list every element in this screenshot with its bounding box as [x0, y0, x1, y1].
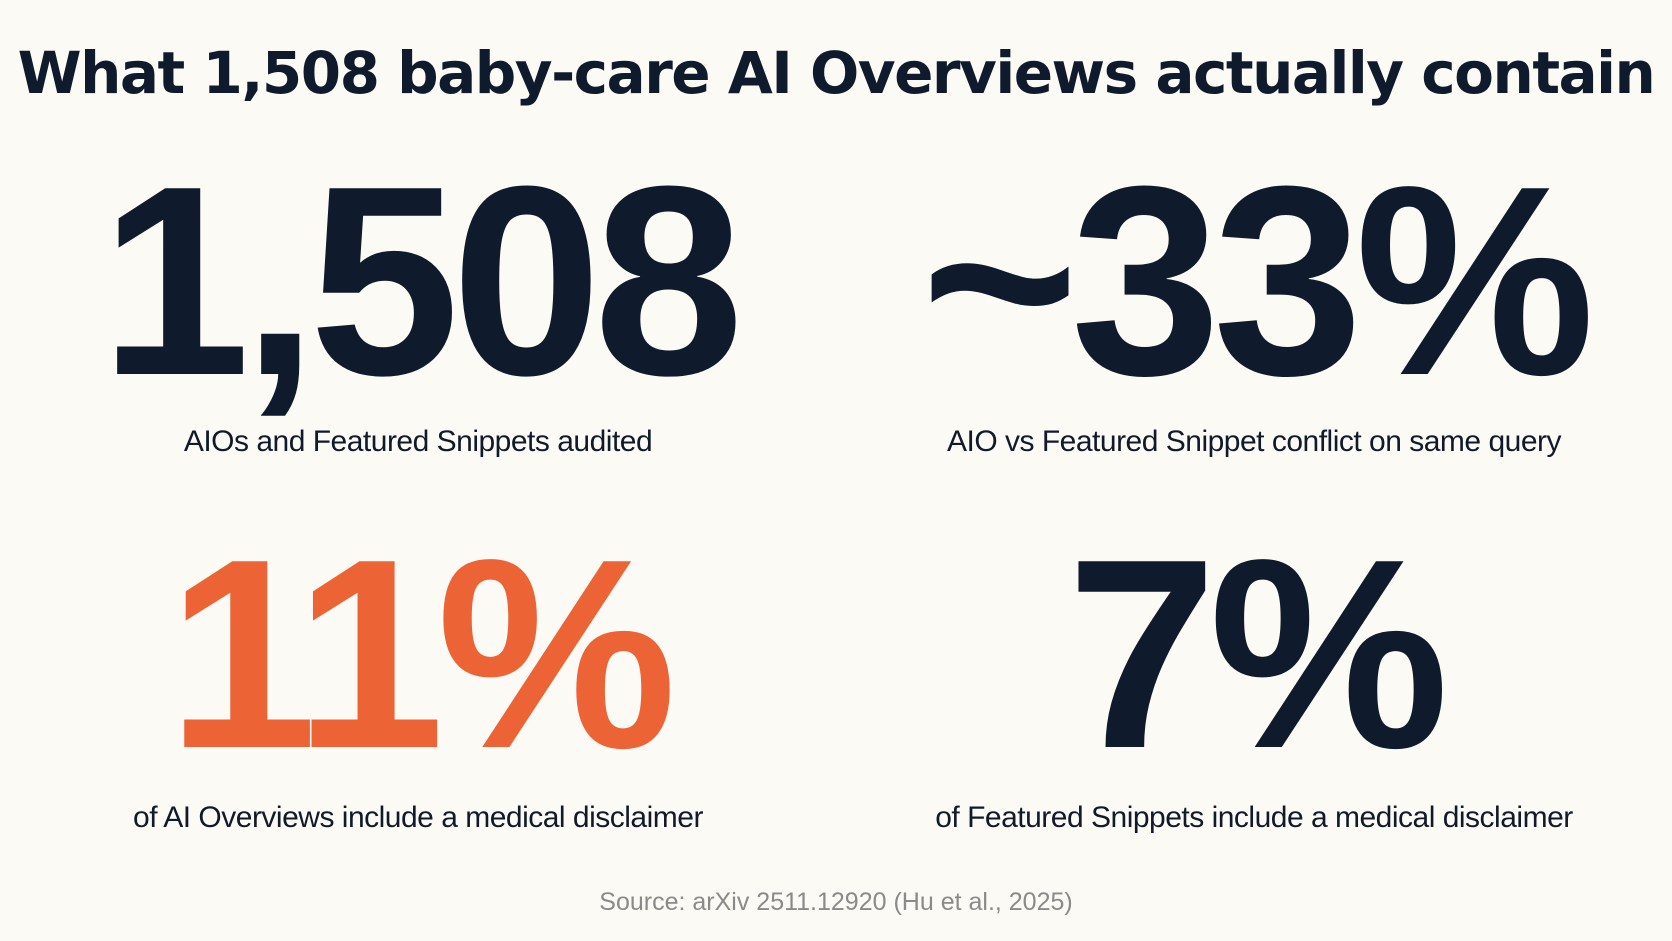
stat-aio-disclaimer: 11% of AI Overviews include a medical di…: [0, 504, 836, 838]
stat-snippet-disclaimer-caption: of Featured Snippets include a medical d…: [935, 801, 1573, 834]
stat-snippet-disclaimer: 7% of Featured Snippets include a medica…: [836, 504, 1672, 838]
stat-conflict-caption: AIO vs Featured Snippet conflict on same…: [947, 425, 1562, 458]
stat-audited: 1,508 AIOs and Featured Snippets audited: [0, 131, 836, 462]
stat-audited-caption: AIOs and Featured Snippets audited: [183, 425, 653, 458]
page-title: What 1,508 baby-care AI Overviews actual…: [17, 39, 1656, 107]
stat-aio-disclaimer-value: 11%: [167, 504, 677, 805]
stat-aio-disclaimer-caption: of AI Overviews include a medical discla…: [133, 801, 703, 834]
stat-conflict: ~33% AIO vs Featured Snippet conflict on…: [836, 131, 1672, 462]
stat-snippet-disclaimer-value: 7%: [1066, 504, 1449, 805]
stat-audited-value: 1,508: [100, 131, 744, 432]
source-citation: Source: arXiv 2511.12920 (Hu et al., 202…: [599, 888, 1073, 916]
stat-conflict-value: ~33%: [920, 131, 1595, 432]
